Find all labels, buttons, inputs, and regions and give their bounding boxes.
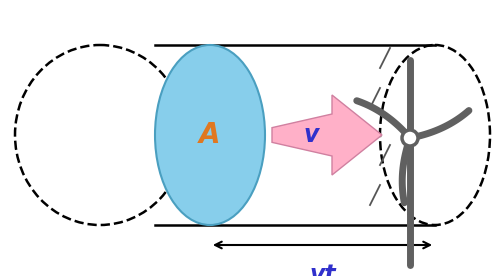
Text: A: A: [199, 121, 221, 149]
Text: vt: vt: [309, 263, 336, 276]
Text: v: v: [304, 123, 318, 147]
Ellipse shape: [155, 45, 265, 225]
Circle shape: [402, 130, 418, 146]
Polygon shape: [272, 95, 382, 175]
